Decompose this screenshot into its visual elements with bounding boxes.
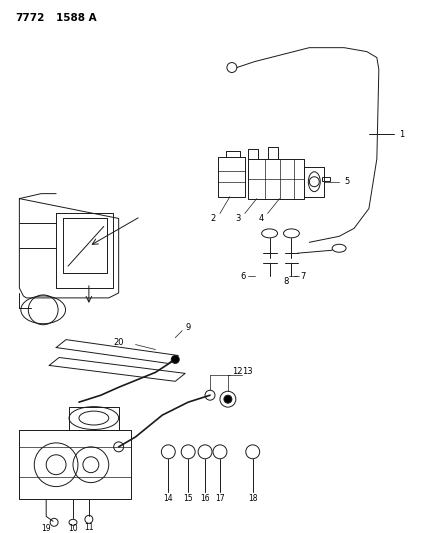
- Text: 19: 19: [42, 524, 51, 533]
- Text: 15: 15: [183, 494, 193, 503]
- Text: 11: 11: [84, 523, 94, 532]
- Text: 5: 5: [344, 177, 349, 186]
- Text: 16: 16: [200, 494, 210, 503]
- Text: 2: 2: [211, 214, 216, 223]
- Text: 7772: 7772: [15, 13, 45, 23]
- Text: 7: 7: [301, 271, 306, 280]
- Text: 8: 8: [284, 277, 289, 286]
- Text: 9: 9: [186, 323, 191, 332]
- Text: 18: 18: [248, 494, 258, 503]
- Text: 4: 4: [259, 214, 264, 223]
- Text: 14: 14: [163, 494, 173, 503]
- Text: 17: 17: [215, 494, 225, 503]
- Bar: [322, 177, 330, 181]
- Text: 13: 13: [242, 367, 253, 376]
- Text: 6: 6: [240, 271, 246, 280]
- Text: 20: 20: [114, 338, 124, 347]
- Text: 1588 A: 1588 A: [56, 13, 97, 23]
- Text: 1: 1: [399, 130, 404, 139]
- Circle shape: [224, 395, 232, 403]
- Text: 10: 10: [68, 524, 78, 533]
- Text: 3: 3: [235, 214, 241, 223]
- Text: 12: 12: [232, 367, 243, 376]
- Circle shape: [171, 356, 179, 364]
